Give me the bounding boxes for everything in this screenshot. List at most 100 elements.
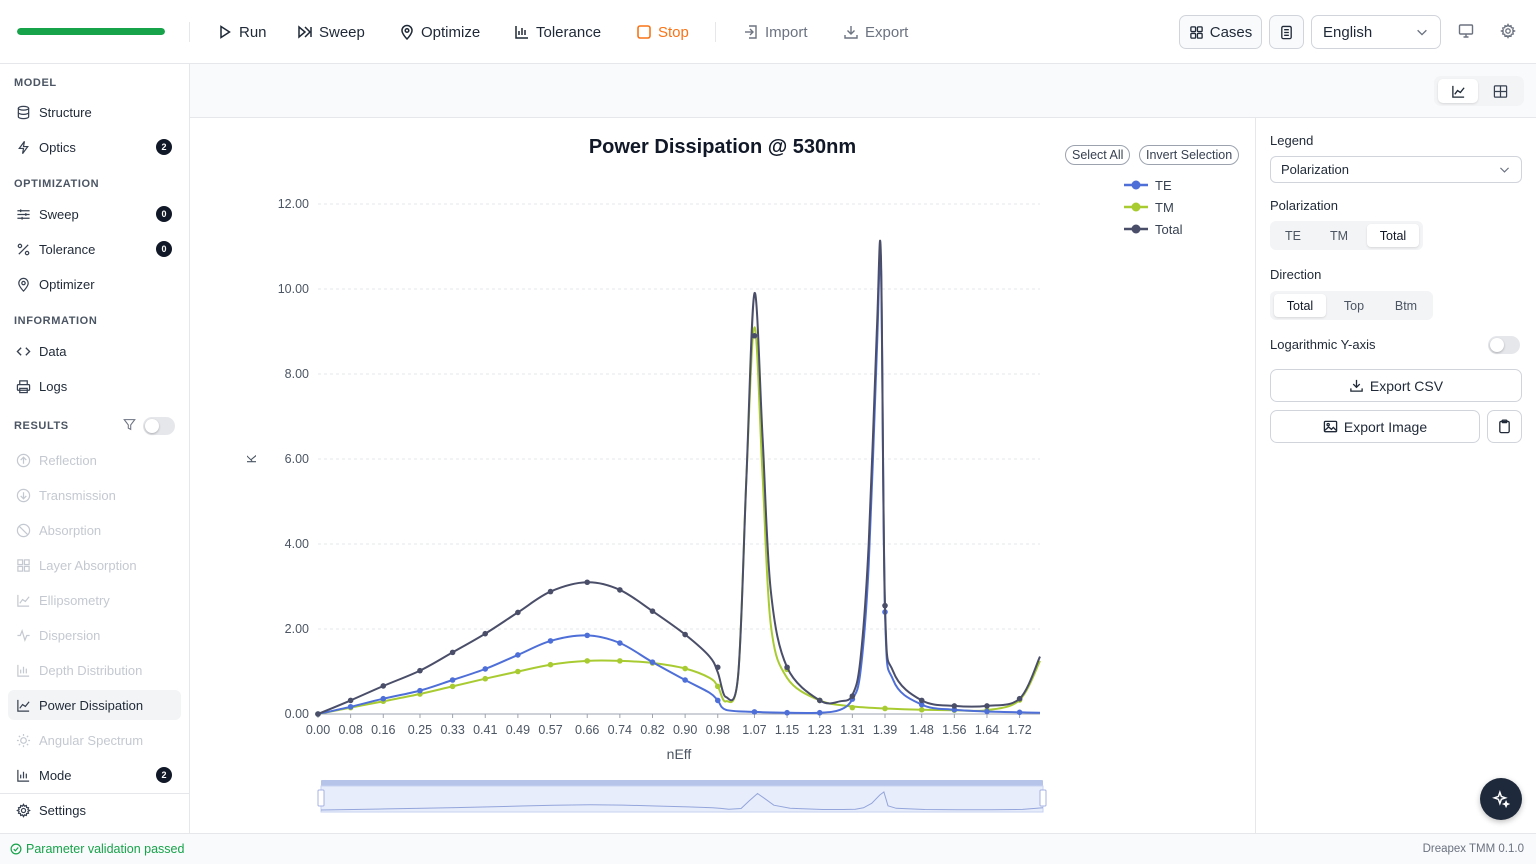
monitor-icon[interactable]	[1457, 22, 1475, 40]
legend-swatch	[1124, 224, 1148, 234]
sidebar-item-structure[interactable]: Structure	[8, 97, 181, 127]
sidebar-item-dispersion: Dispersion	[8, 620, 181, 650]
chart-legend: TE TM Total	[1124, 174, 1182, 240]
data-point-te	[984, 708, 990, 715]
legend-item-total[interactable]: Total	[1124, 218, 1182, 240]
sidebar-item-power-dissipation[interactable]: Power Dissipation	[8, 690, 181, 720]
y-tick-label: 12.00	[278, 197, 309, 211]
import-button[interactable]: Import	[743, 16, 808, 48]
export-csv-button[interactable]: Export CSV	[1270, 369, 1522, 402]
export-image-button[interactable]: Export Image	[1270, 410, 1480, 443]
data-point-total	[951, 703, 958, 709]
section-title-optimization: OPTIMIZATION	[14, 178, 100, 190]
sidebar-item-depth-distribution: Depth Distribution	[8, 655, 181, 685]
import-icon	[745, 25, 757, 39]
count-badge: 2	[156, 139, 172, 155]
data-point-total	[751, 332, 758, 339]
tolerance-button[interactable]: Tolerance	[514, 16, 601, 48]
x-tick-label: 1.56	[942, 723, 966, 737]
language-select[interactable]: English	[1311, 15, 1441, 49]
power-dissipation-chart[interactable]: 0.00 2.00 4.00 6.00 8.00 10.00 12.00 0.00 0.08 0.…	[190, 118, 1255, 833]
sidebar-item-absorption: Absorption	[8, 515, 181, 545]
x-tick-label: 1.15	[775, 723, 799, 737]
sidebar-item-label: Ellipsometry	[39, 592, 110, 608]
y-axis-label: K	[244, 454, 259, 463]
x-axis-label: nEff	[667, 746, 692, 762]
sidebar-item-logs[interactable]: Logs	[8, 371, 181, 401]
data-point-te	[751, 709, 758, 715]
filter-icon[interactable]	[123, 418, 136, 431]
series-line-total	[317, 239, 1041, 715]
direction-option-top[interactable]: Top	[1343, 298, 1365, 313]
chart-view-button[interactable]	[1438, 79, 1478, 103]
data-point-te	[682, 677, 688, 683]
x-tick-label: 0.49	[506, 723, 530, 737]
optimize-button[interactable]: Optimize	[399, 16, 480, 48]
data-point-total	[784, 664, 790, 671]
y-tick-label: 4.00	[285, 537, 309, 551]
cases-button[interactable]: Cases	[1179, 15, 1262, 49]
ai-assistant-button[interactable]	[1480, 778, 1522, 820]
polarization-option-te[interactable]: TE	[1285, 228, 1301, 243]
sidebar-item-label: Power Dissipation	[39, 697, 144, 713]
polarization-option-tm[interactable]: TM	[1329, 228, 1349, 243]
run-button[interactable]: Run	[217, 16, 267, 48]
layers-grid-icon	[17, 558, 30, 572]
table-view-button[interactable]	[1480, 79, 1520, 103]
gear-icon[interactable]	[1499, 22, 1517, 40]
database-icon	[17, 105, 30, 119]
data-point-total	[482, 630, 489, 637]
export-csv-label: Export CSV	[1369, 377, 1444, 394]
export-button[interactable]: Export	[843, 16, 908, 48]
zoom-overview-line	[320, 791, 1044, 811]
select-all-button[interactable]: Select All	[1065, 145, 1131, 165]
sidebar-item-data[interactable]: Data	[8, 336, 181, 366]
legend-item-te[interactable]: TE	[1124, 174, 1182, 196]
series-line-te	[317, 250, 1041, 715]
sidebar-divider	[0, 793, 189, 794]
data-point-te	[617, 640, 623, 646]
sidebar-item-label: Layer Absorption	[39, 557, 137, 573]
sidebar-item-label: Tolerance	[39, 241, 96, 257]
copy-image-button[interactable]	[1487, 410, 1522, 443]
import-label: Import	[765, 23, 808, 41]
sweep-button[interactable]: Sweep	[297, 16, 365, 48]
run-label: Run	[239, 23, 267, 41]
sidebar-item-optimizer[interactable]: Optimizer	[8, 269, 181, 299]
download-icon	[1350, 379, 1363, 392]
log-axis-toggle[interactable]	[1488, 336, 1520, 354]
code-icon	[16, 346, 31, 356]
ban-icon	[16, 523, 31, 537]
clipboard-icon	[1499, 419, 1510, 434]
invert-selection-button[interactable]: Invert Selection	[1139, 145, 1240, 165]
sidebar-item-sweep[interactable]: Sweep 0	[8, 199, 181, 229]
data-point-te	[816, 709, 823, 716]
direction-option-btm[interactable]: Btm	[1394, 298, 1418, 313]
sidebar-item-optics[interactable]: Optics 2	[8, 132, 181, 162]
zoom-slider-handle-bar	[321, 780, 1043, 786]
notes-button[interactable]	[1269, 15, 1304, 49]
legend-label: TE	[1155, 177, 1172, 193]
bar-chart-icon	[17, 664, 30, 677]
results-filter-toggle[interactable]	[143, 417, 175, 435]
export-label: Export	[865, 23, 909, 41]
data-point-te	[951, 706, 958, 713]
data-point-te	[515, 652, 521, 658]
chart-panel: 0.00 2.00 4.00 6.00 8.00 10.00 12.00 0.00 0.08 0.…	[190, 118, 1255, 833]
map-pin-icon	[18, 277, 29, 292]
sidebar-item-label: Optimizer	[39, 276, 95, 292]
legend-label: TM	[1155, 199, 1174, 215]
legend-select[interactable]: Polarization	[1270, 156, 1522, 183]
polarization-option-total[interactable]: Total	[1367, 224, 1419, 247]
sidebar-item-tolerance[interactable]: Tolerance 0	[8, 234, 181, 264]
direction-option-total[interactable]: Total	[1274, 294, 1326, 317]
progress-bar	[17, 28, 165, 35]
x-tick-label: 0.90	[673, 723, 697, 737]
map-pin-icon	[401, 24, 413, 40]
data-point-te	[714, 697, 721, 704]
legend-item-tm[interactable]: TM	[1124, 196, 1182, 218]
sidebar-item-settings[interactable]: Settings	[8, 795, 181, 825]
sidebar-item-mode[interactable]: Mode 2	[8, 760, 181, 790]
data-point-tm	[584, 658, 591, 664]
stop-button[interactable]: Stop	[636, 16, 689, 48]
